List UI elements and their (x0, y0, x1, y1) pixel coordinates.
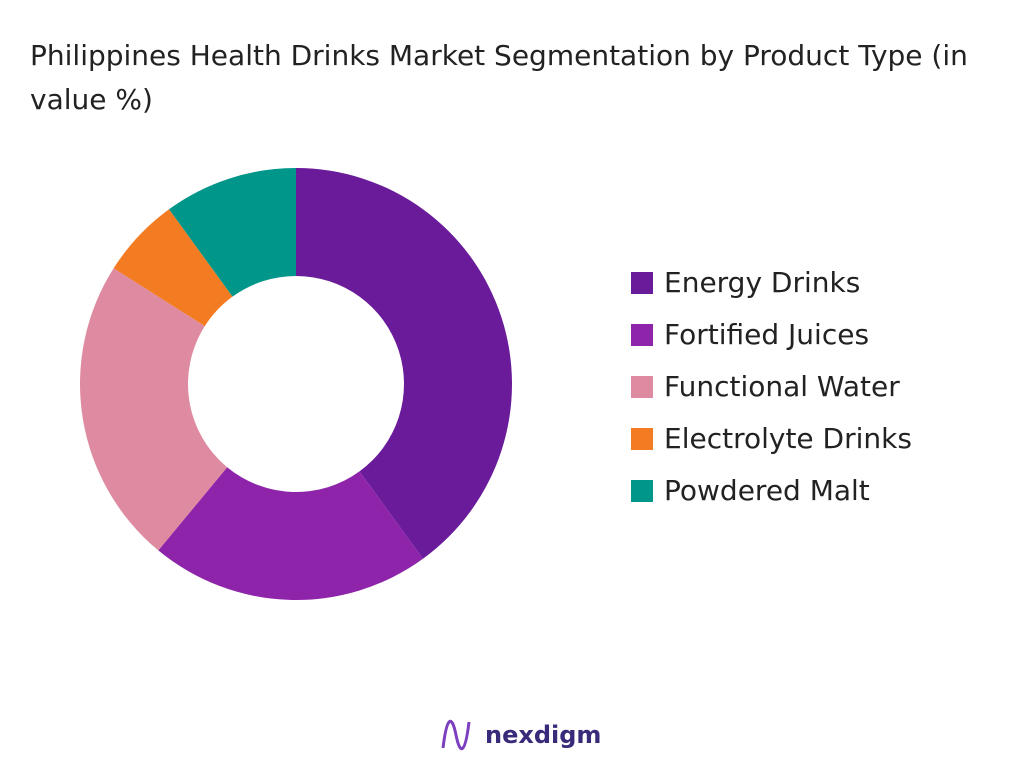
donut-slice (169, 168, 296, 297)
legend-swatch (631, 272, 653, 294)
logo: nexdigm (441, 720, 601, 750)
legend-swatch (631, 480, 653, 502)
legend-label: Fortified Juices (664, 318, 869, 351)
legend-swatch (631, 324, 653, 346)
logo-text: nexdigm (485, 721, 601, 749)
legend-label: Energy Drinks (664, 266, 860, 299)
legend-swatch (631, 428, 653, 450)
donut-slice (296, 168, 512, 559)
donut-slice (113, 209, 233, 327)
logo-icon (441, 720, 471, 750)
donut-slice (79, 268, 228, 551)
legend-label: Powdered Malt (664, 474, 870, 507)
legend-swatch (631, 376, 653, 398)
legend-label: Electrolyte Drinks (664, 422, 912, 455)
chart-title: Philippines Health Drinks Market Segment… (30, 39, 968, 116)
donut-slice (158, 467, 423, 601)
legend-label: Functional Water (664, 370, 900, 403)
